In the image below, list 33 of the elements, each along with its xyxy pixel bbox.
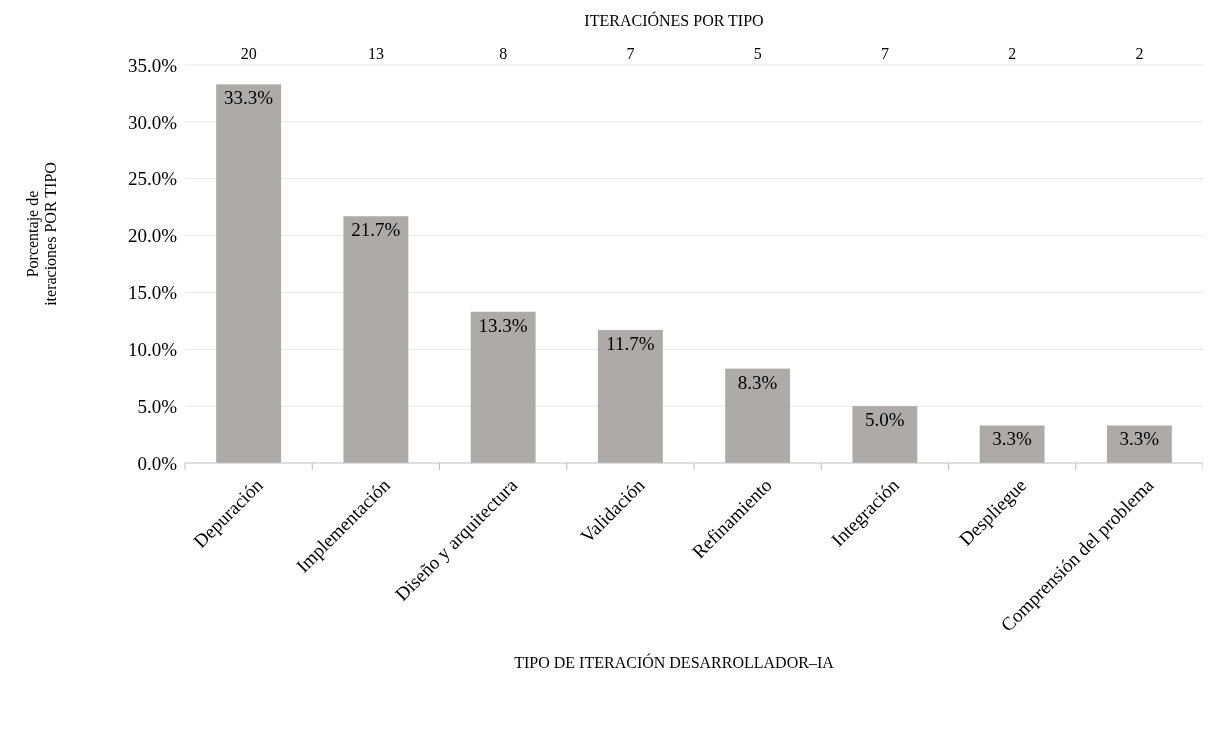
bar <box>216 84 282 463</box>
bar <box>852 406 918 463</box>
y-tick-label: 35.0% <box>127 54 178 76</box>
text: 2 <box>1008 45 1017 63</box>
bar <box>725 368 791 463</box>
data-label: 21.7% <box>351 219 401 241</box>
data-label: 8.3% <box>737 371 778 393</box>
data-label: 13.3% <box>478 314 528 336</box>
text: 8 <box>499 45 508 63</box>
y-tick-label: 15.0% <box>127 282 178 304</box>
x-axis-title: TIPO DE ITERACIÓN DESARROLLADOR–IA <box>514 653 835 671</box>
data-label: 11.7% <box>606 332 655 354</box>
y-tick-label: 5.0% <box>137 395 178 417</box>
chart-title: ITERACIÓNES POR TIPO <box>584 11 764 29</box>
text: 7 <box>626 45 635 63</box>
data-label: 33.3% <box>224 87 274 109</box>
y-tick-label: 30.0% <box>127 111 178 133</box>
text: 2 <box>1135 45 1144 63</box>
data-label: 5.0% <box>865 409 905 431</box>
data-label: 3.3% <box>1119 428 1160 450</box>
y-axis-title: Porcentaje de iteraciones POR TIPO <box>24 162 59 306</box>
bar <box>597 329 663 463</box>
text: 20 <box>240 45 257 63</box>
bar <box>343 216 409 463</box>
y-tick-label: 20.0% <box>127 225 178 247</box>
data-label: 3.3% <box>992 428 1033 450</box>
bar <box>470 311 536 463</box>
y-tick-label: 0.0% <box>137 452 178 474</box>
text: 7 <box>880 45 889 63</box>
text: 13 <box>367 45 384 63</box>
y-tick-label: 25.0% <box>127 168 178 190</box>
text: 5 <box>753 45 762 63</box>
y-tick-label: 10.0% <box>127 338 178 360</box>
